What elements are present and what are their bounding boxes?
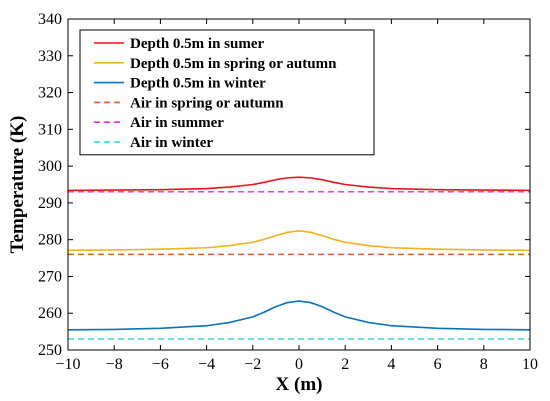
- legend-label-5: Air in summer: [130, 115, 224, 131]
- x-tick-label: −10: [55, 356, 80, 373]
- legend: Depth 0.5m in sumer Depth 0.5m in spring …: [79, 29, 375, 156]
- y-tick-label: 340: [38, 11, 62, 28]
- legend-label-1: Depth 0.5m in sumer: [130, 36, 265, 52]
- x-tick-label: 2: [341, 356, 349, 373]
- legend-label-6: Air in winter: [130, 135, 213, 151]
- y-tick-label: 270: [38, 268, 62, 285]
- series-layer: [67, 176, 531, 340]
- x-tick-label: −4: [198, 356, 215, 373]
- legend-box: [79, 29, 375, 156]
- x-tick-label: 8: [480, 356, 488, 373]
- y-tick-label: 320: [38, 85, 62, 102]
- series-line-3: [67, 300, 531, 331]
- series-line-2: [67, 230, 531, 252]
- y-tick-label: 260: [38, 305, 62, 322]
- y-tick-label: 280: [38, 232, 62, 249]
- ticks-layer: −10 −8 −6 −4 −2 0 2 4 6 8 10 250 260 270 280 290 300 310 3…: [38, 11, 538, 373]
- y-tick-label: 250: [38, 342, 62, 359]
- x-axis-label: X (m): [276, 374, 323, 395]
- y-tick-label: 330: [38, 48, 62, 65]
- x-tick-label: 6: [434, 356, 442, 373]
- x-tick-label: 4: [387, 356, 395, 373]
- y-tick-label: 300: [38, 158, 62, 175]
- legend-label-4: Air in spring or autumn: [130, 95, 284, 111]
- x-tick-label: 0: [295, 356, 303, 373]
- y-axis-label: Temperature (K): [7, 116, 28, 254]
- legend-label-3: Depth 0.5m in winter: [130, 76, 266, 92]
- x-tick-label: 10: [522, 356, 538, 373]
- y-tick-label: 290: [38, 195, 62, 212]
- x-tick-label: −2: [244, 356, 261, 373]
- series-line-1: [67, 176, 531, 192]
- x-tick-label: −8: [106, 356, 123, 373]
- legend-label-2: Depth 0.5m in spring or autumn: [130, 56, 337, 72]
- x-tick-label: −6: [152, 356, 169, 373]
- y-tick-label: 310: [38, 121, 62, 138]
